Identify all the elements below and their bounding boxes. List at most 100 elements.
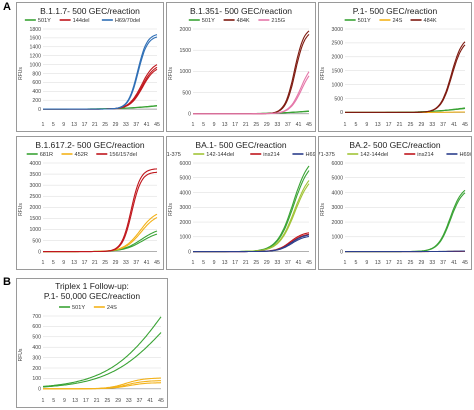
y-tick-label: 4000 [29,161,41,167]
series-line-681r [43,233,158,253]
chart-title: B.1.1.7- 500 GEC/reaction [40,6,140,16]
x-tick-label: 33 [123,260,129,266]
legend-item: 501Y [24,18,51,24]
x-tick-label: 13 [222,122,228,128]
legend-label: 142-144del [360,152,388,158]
y-tick-label: 3000 [331,205,343,211]
chart-title: Triplex 1 Follow-up: [55,281,129,291]
y-tick-label: 500 [32,335,41,341]
legend-label: 681R [40,152,53,158]
legend-label: 156/157del [109,152,137,158]
x-tick-label: 9 [63,398,66,404]
x-tick-label: 29 [113,122,119,128]
x-tick-label: 25 [102,122,108,128]
y-tick-label: 0 [340,110,343,116]
series-line-501y [42,316,162,387]
x-tick-label: 29 [418,260,424,266]
legend-item: ins214 [404,152,434,158]
y-tick-label: 1500 [331,69,343,75]
legend-item: 501Y [188,18,215,24]
series-line-156-157del [43,171,158,253]
panel-letter-b: B [3,276,11,288]
y-tick-label: 800 [32,71,41,77]
panel-letter-a: A [3,1,11,13]
chart-title: BA.1- 500 GEC/reaction [195,140,287,150]
x-tick-label: 29 [113,260,119,266]
chart-title: B.1.351- 500 GEC/reaction [189,6,293,16]
chart-svg: 371-375 142-144del ins214 H69/70 0 1000 2000 30… [167,152,315,266]
x-tick-label: 37 [137,398,143,404]
chart-panel-b117: B.1.1.7- 500 GEC/reaction 501Y 144del H69/… [16,2,164,132]
x-tick-label: 37 [440,122,446,128]
y-tick-label: 1000 [331,235,343,241]
legend-label: H69/70 [459,152,471,158]
y-tick-label: 2500 [331,41,343,47]
series-line-h69-70 [193,235,310,253]
y-axis-label: RFUs [18,348,24,361]
series-line-484k [193,30,310,115]
x-tick-label: 5 [354,260,357,266]
chart-panel-ba2: BA.2- 500 GEC/reaction 371-375 142-144del… [318,136,472,270]
series-line-484k [345,41,466,113]
y-tick-label: 1200 [29,54,41,60]
legend-label: 142-144del [206,152,234,158]
x-tick-label: 45 [158,398,164,404]
x-tick-label: 37 [133,122,139,128]
y-tick-label: 1000 [179,235,191,241]
y-tick-label: 5000 [331,176,343,182]
x-tick-label: 21 [94,398,100,404]
y-tick-label: 200 [32,366,41,372]
x-tick-label: 45 [154,122,160,128]
series-line-156-157del [43,168,158,253]
x-tick-label: 17 [83,398,89,404]
y-tick-label: 2000 [29,205,41,211]
chart-panel-triplex: Triplex 1 Follow-up: P.1- 50,000 GEC/rea… [16,278,168,408]
legend-item: 215G [258,18,285,24]
y-axis-label: RFUs [320,67,326,80]
x-tick-label: 41 [147,398,153,404]
y-tick-label: 1400 [29,45,41,51]
x-tick-label: 9 [365,122,368,128]
x-tick-label: 13 [71,260,77,266]
series-line-24s [43,382,162,390]
legend-item: 501Y [344,18,371,24]
y-tick-label: 6000 [331,161,343,167]
y-tick-label: 400 [32,345,41,351]
y-tick-label: 1600 [29,36,41,42]
chart-svg: 371-375 142-144del ins214 H69/70 0 1000 2000 30… [319,152,471,266]
x-tick-label: 5 [202,122,205,128]
x-tick-label: 21 [397,122,403,128]
x-tick-label: 41 [144,122,150,128]
y-tick-label: 2000 [331,220,343,226]
y-tick-label: 0 [38,249,41,255]
y-tick-label: 1800 [29,27,41,33]
x-tick-label: 41 [296,122,302,128]
legend-label: 144del [73,18,90,24]
x-tick-label: 37 [440,260,446,266]
y-tick-label: 300 [32,355,41,361]
x-tick-label: 5 [52,260,55,266]
series-line-215g [193,75,310,115]
legend-label: H69/70del [115,18,141,24]
legend-label: 484K [237,18,250,24]
x-tick-label: 21 [243,260,249,266]
series-line-484k [345,44,466,113]
y-tick-label: 1000 [29,227,41,233]
x-tick-label: 13 [222,260,228,266]
series-line-h69-70 [345,250,465,253]
legend-item: 156/157del [96,152,137,158]
x-tick-label: 29 [115,398,121,404]
x-tick-label: 21 [243,122,249,128]
x-tick-label: 33 [274,122,280,128]
series-line-501y [43,332,162,388]
x-tick-label: 5 [354,122,357,128]
legend-item: 452R [61,152,88,158]
x-tick-label: 13 [71,122,77,128]
legend-label: H69/70 [305,152,315,158]
legend-label: ins214 [263,152,279,158]
x-tick-label: 13 [375,122,381,128]
chart-svg: 501Y 24S 0 100 200 300 400 500 600 700 1 5 9 13 17 21 25… [18,305,164,404]
y-tick-label: 5000 [179,176,191,182]
y-tick-label: 4000 [331,190,343,196]
legend-label: 371-375 [167,152,181,158]
